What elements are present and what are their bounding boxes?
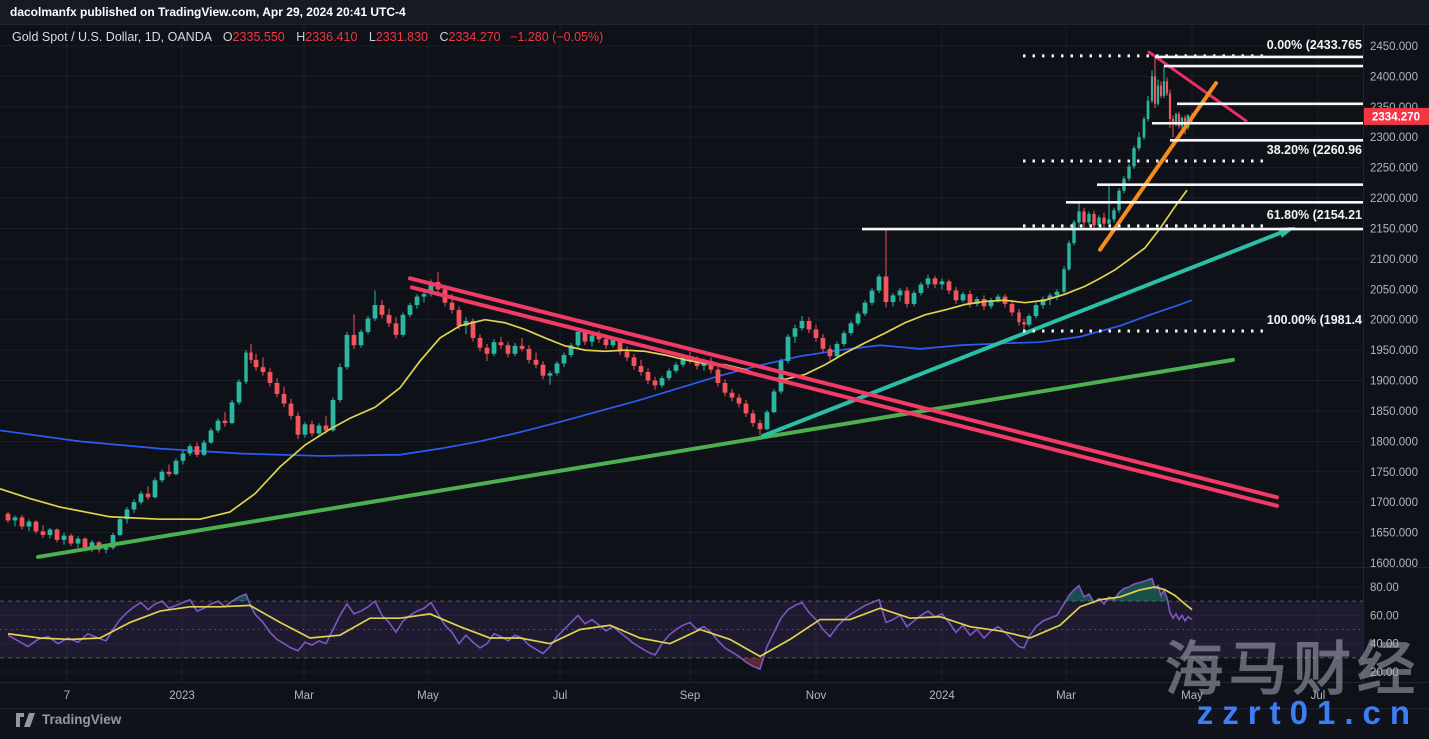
price-scale-label: 2000.000 [1370,315,1418,327]
pink-resistance-short-line[interactable] [1147,50,1248,123]
time-scale[interactable]: 7 2023 Mar May Jul Sep Nov 2024 Mar May Jul [64,690,1326,702]
close-value: 2334.270 [448,30,501,44]
open-label: O [222,30,233,44]
time-scale-label: Jul [1311,690,1326,702]
pink-channel-upper-line[interactable] [408,276,1279,500]
tradingview-brand-label: TradingView [42,712,122,727]
bottom-bar [0,708,1429,739]
price-scale-label: 1800.000 [1370,436,1418,448]
price-scale-label: 1700.000 [1370,497,1418,509]
price-scale-label: 1750.000 [1370,467,1418,479]
time-scale-label: Sep [680,690,700,702]
price-scale-label: 2250.000 [1370,163,1418,175]
price-scale[interactable]: 1600.000 1650.000 1700.000 1750.000 1800.000… [1364,41,1429,679]
price-scale-label: 2100.000 [1370,254,1418,266]
main-pane[interactable]: 0.00% (2433.765 38.20% (2260.96 61.80% (21… [0,38,1363,559]
fib-level-label: 61.80% (2154.21 [1267,208,1362,222]
price-scale-label: 2450.000 [1370,41,1418,53]
rsi-scale-label: 20.00 [1370,667,1399,679]
rsi-overbought-fill [186,578,1168,602]
attribution-text: dacolmanfx published on TradingView.com,… [10,5,406,19]
time-scale-label: Nov [806,690,827,702]
low-value: 2331.830 [375,30,428,44]
close-label: C [439,30,449,44]
orange-support-line[interactable] [1098,81,1218,252]
time-scale-label: Jul [553,690,568,702]
time-scale-label: May [417,690,439,702]
tradingview-logo-icon [16,712,35,727]
low-label: L [368,30,376,44]
symbol-legend: Gold Spot / U.S. Dollar, 1D, OANDA O2335… [12,30,603,44]
price-scale-label: 2200.000 [1370,193,1418,205]
tradingview-brand[interactable]: TradingView [16,712,121,727]
green-support-line[interactable] [36,357,1235,559]
time-scale-label: 2024 [929,690,955,702]
candlesticks [5,56,1194,554]
pink-channel-lower-line[interactable] [410,285,1279,508]
current-price-text: 2334.270 [1372,112,1420,124]
high-label: H [296,30,306,44]
price-scale-label: 1650.000 [1370,528,1418,540]
time-scale-label: May [1181,690,1203,702]
time-scale-label: Mar [1056,690,1076,702]
teal-support-arrow-line[interactable] [761,227,1292,438]
fib-level-label: 0.00% (2433.765 [1267,38,1362,52]
time-scale-label: 2023 [169,690,195,702]
rsi-pane[interactable] [0,577,1363,671]
rsi-scale-label: 60.00 [1370,610,1399,622]
current-price-badge [1364,107,1429,125]
watermark-url-text: zzrt01.cn [1196,694,1419,731]
fib-level-label: 38.20% (2260.96 [1267,143,1362,157]
price-scale-label: 2050.000 [1370,284,1418,296]
change-value: −1.280 (−0.05%) [510,30,604,44]
rsi-band-fill [0,601,1363,658]
rsi-line [7,577,1193,671]
attribution-bar: dacolmanfx published on TradingView.com,… [0,0,1429,25]
time-scale-label: 7 [64,690,70,702]
rsi-ma-line [7,586,1193,658]
price-scale-label: 1600.000 [1370,558,1418,570]
watermark-cn-text: 海马财经 [1164,637,1421,702]
price-scale-label: 2300.000 [1370,132,1418,144]
ma-fast-yellow-line [0,189,1188,521]
price-scale-label: 2400.000 [1370,71,1418,83]
open-value: 2335.550 [232,30,285,44]
rsi-scale-label: 80.00 [1370,582,1399,594]
price-scale-label: 1950.000 [1370,345,1418,357]
price-scale-label: 2150.000 [1370,223,1418,235]
time-scale-label: Mar [294,690,314,702]
rsi-scale-label: 40.00 [1370,639,1399,651]
price-scale-label: 1850.000 [1370,406,1418,418]
fib-level-label: 100.00% (1981.4 [1267,313,1362,327]
symbol-title: Gold Spot / U.S. Dollar, 1D, OANDA [12,30,212,44]
high-value: 2336.410 [305,30,358,44]
price-scale-label: 1900.000 [1370,376,1418,388]
